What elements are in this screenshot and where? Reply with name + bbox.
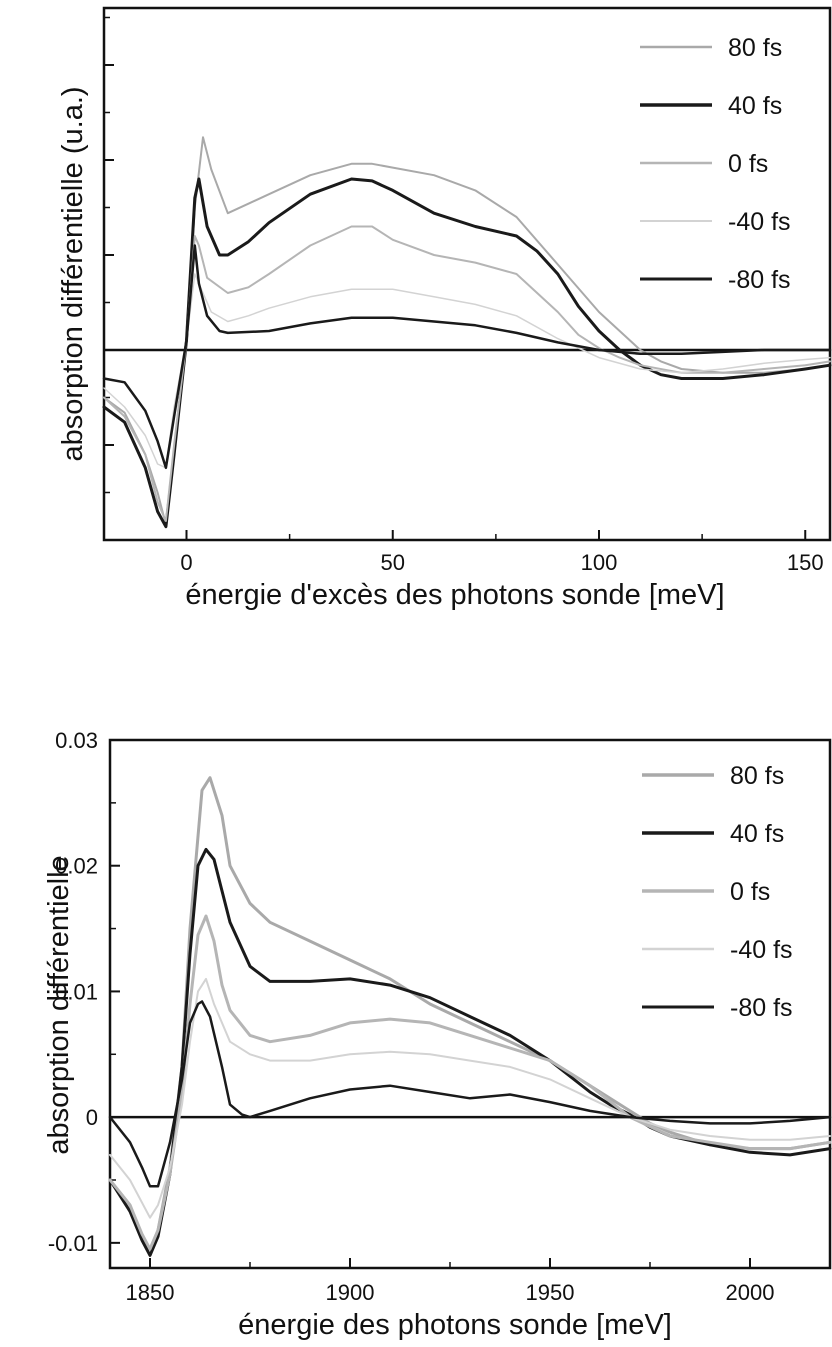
series-line	[102, 244, 832, 470]
plot-frame	[108, 738, 832, 1270]
series-line	[108, 914, 832, 1251]
x-tick-label: 1850	[126, 1280, 175, 1305]
legend-label: 0 fs	[730, 878, 770, 906]
y-tick-label: 0.03	[55, 728, 98, 753]
legend-label: 0 fs	[728, 150, 768, 178]
legend-label: 80 fs	[728, 34, 782, 62]
series-line	[109, 977, 831, 1219]
y-tick-label: 0.02	[55, 854, 98, 879]
x-tick-label: 1900	[326, 1280, 375, 1305]
x-tick-label: 0	[180, 550, 192, 575]
series-line	[103, 136, 831, 526]
chart-top: 0 50 100 150 80 fs 40 fs 0 fs -40 fs -80 fs énerg…	[57, 6, 832, 611]
x-tick-label: 2000	[726, 1280, 775, 1305]
y-tick-label: 0.01	[55, 979, 98, 1004]
series-line	[103, 273, 831, 469]
series-line	[103, 225, 831, 522]
legend-label: -40 fs	[730, 936, 793, 964]
legend-label: -40 fs	[728, 208, 791, 236]
x-tick-label: 150	[787, 550, 824, 575]
plot-frame	[102, 6, 832, 542]
x-tick-label: 100	[581, 550, 618, 575]
chart-bottom: 1850 1900 1950 2000 -0.01 0 0.01 0.02 0.03 80 fs 4…	[43, 728, 832, 1341]
y-axis-title: absorption différentielle	[43, 855, 75, 1154]
series-line	[108, 1000, 832, 1188]
legend-label: -80 fs	[730, 994, 793, 1022]
y-tick-label: 0	[86, 1105, 98, 1130]
x-tick-label: 50	[381, 550, 405, 575]
x-axis-title: énergie d'excès des photons sonde [meV]	[185, 579, 724, 611]
x-axis-title: énergie des photons sonde [meV]	[238, 1309, 672, 1341]
y-tick-label: -0.01	[48, 1231, 98, 1256]
legend-label: 40 fs	[730, 820, 784, 848]
legend-label: -80 fs	[728, 266, 791, 294]
legend-label: 80 fs	[730, 762, 784, 790]
y-axis-title: absorption différentielle (u.a.)	[57, 86, 89, 461]
x-tick-label: 1950	[526, 1280, 575, 1305]
legend-label: 40 fs	[728, 92, 782, 120]
